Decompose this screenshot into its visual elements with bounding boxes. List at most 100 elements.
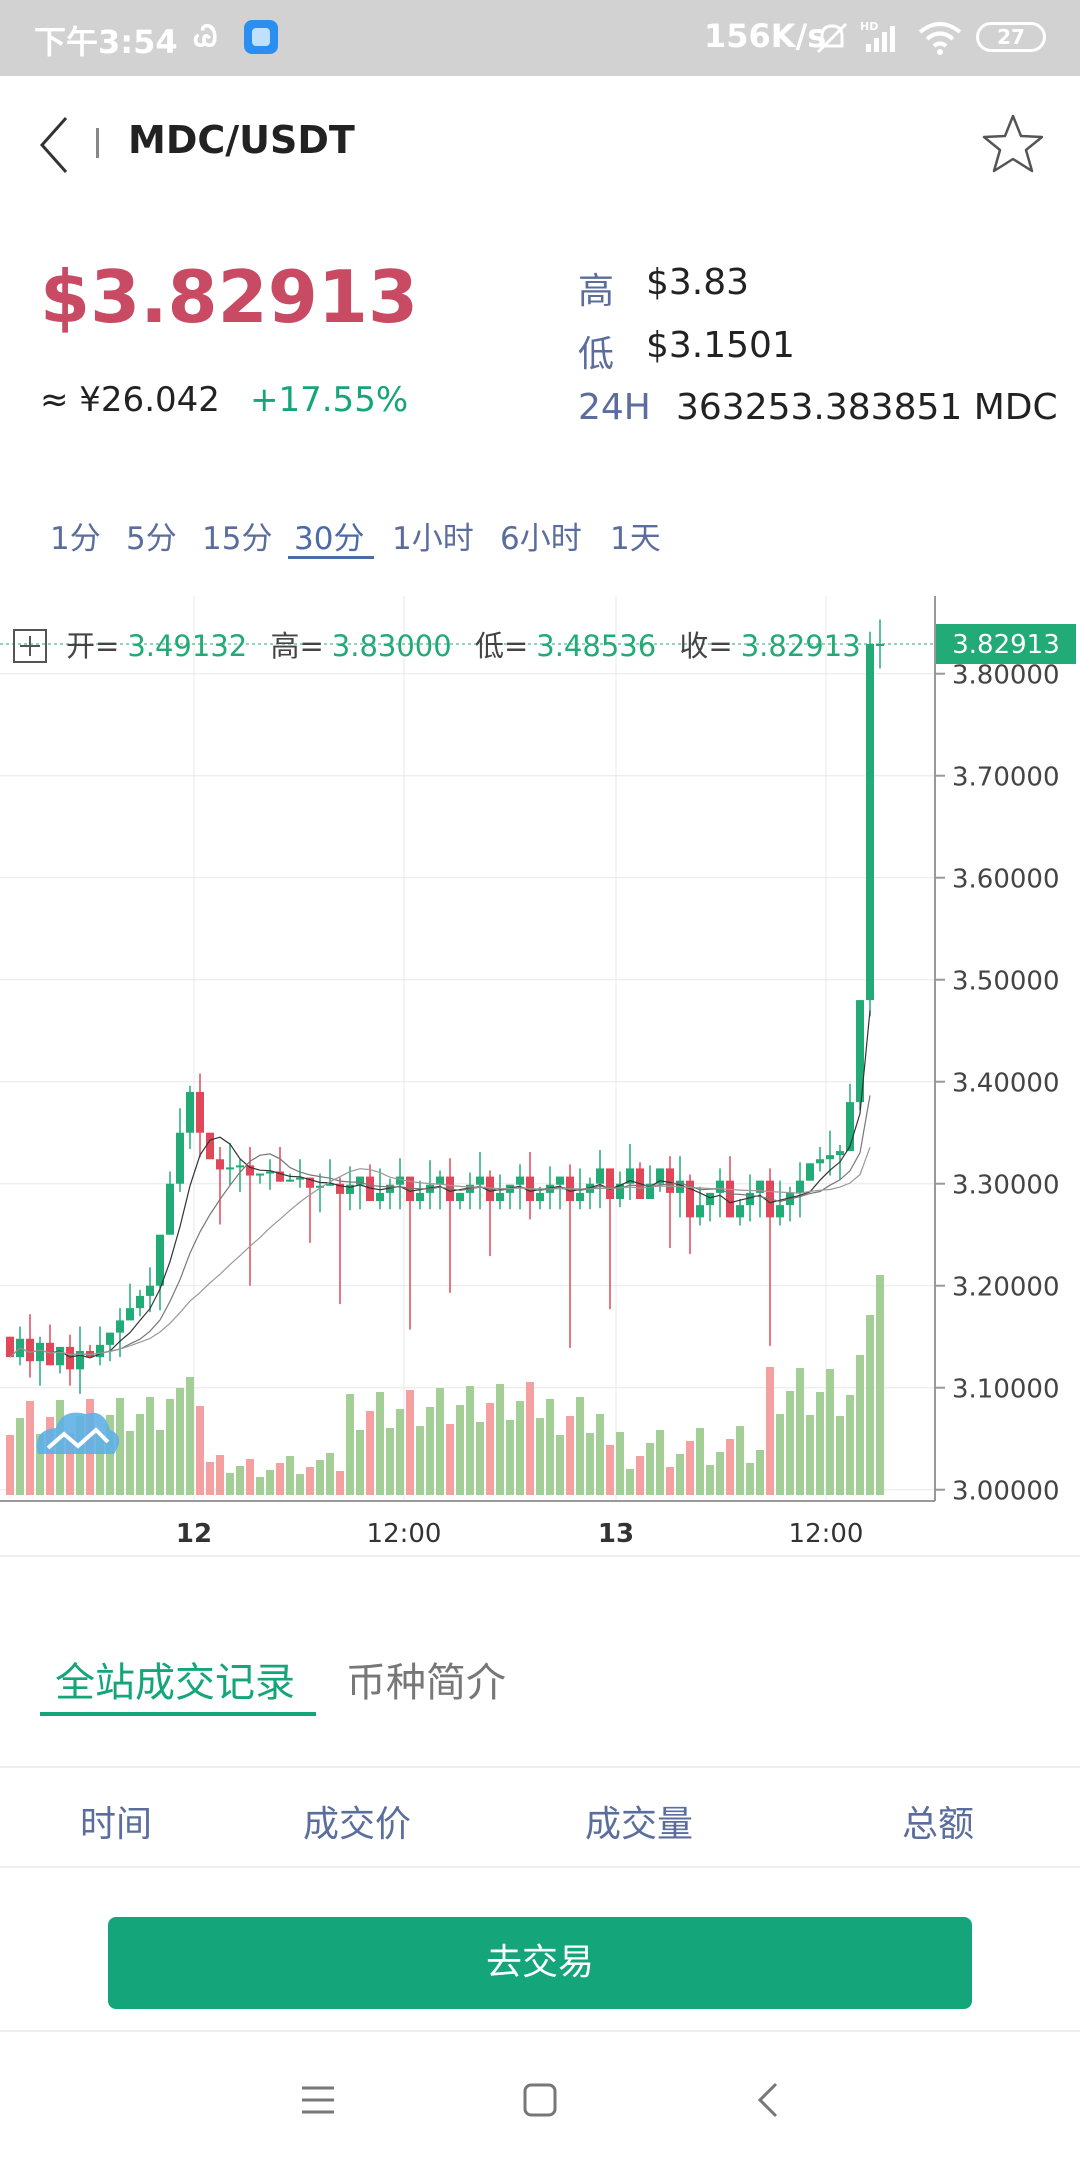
volume-bar <box>616 1432 624 1495</box>
candle-body <box>376 1192 384 1202</box>
candle-body <box>126 1308 134 1321</box>
price-axis: 3.80000 3.70000 3.60000 3.50000 3.40000 3.300… <box>935 661 1060 1507</box>
candle-body <box>556 1176 564 1185</box>
interval-tab-underline <box>288 556 374 559</box>
volume-bar <box>106 1415 114 1495</box>
interval-tab-5m[interactable]: 5分 <box>126 521 177 557</box>
candle-body <box>276 1171 284 1182</box>
time-tick-label: 12:00 <box>367 1519 442 1549</box>
volume-bar <box>426 1407 434 1495</box>
candle-body <box>846 1102 854 1152</box>
high-label: 高 <box>578 271 615 312</box>
candle-body <box>716 1180 724 1193</box>
volume-bar <box>626 1469 634 1495</box>
interval-tab-1d[interactable]: 1天 <box>610 521 661 557</box>
volume-bar <box>796 1368 804 1495</box>
volume-bar <box>736 1426 744 1495</box>
candle-body <box>756 1180 764 1193</box>
ma-line <box>9 1010 871 1359</box>
interval-tab-6h[interactable]: 6小时 <box>500 521 582 557</box>
volume-bar <box>36 1434 44 1495</box>
divider <box>0 2030 1080 2032</box>
volume-bar <box>286 1456 294 1495</box>
candle-body <box>106 1332 114 1345</box>
divider <box>0 1866 1080 1868</box>
back-button[interactable] <box>30 110 80 180</box>
volume-bar <box>466 1386 474 1495</box>
time-tick-label: 12 <box>176 1519 212 1549</box>
tab-coin-intro[interactable]: 币种简介 <box>346 1660 506 1706</box>
volume-bar <box>356 1430 364 1495</box>
volume-value: 363253.383851 MDC <box>676 387 1058 428</box>
volume-bar <box>96 1432 104 1495</box>
volume-bar <box>326 1453 334 1495</box>
volume-bar <box>516 1401 524 1495</box>
candle-body <box>616 1183 624 1200</box>
volume-bar <box>696 1428 704 1495</box>
interval-tab-15m[interactable]: 15分 <box>202 521 273 557</box>
ohlc-legend: 开= 3.49132 高= 3.83000 低= 3.48536 收= 3.82913 <box>66 629 861 663</box>
last-price-tag-text: 3.82913 <box>952 630 1060 660</box>
candle-body <box>186 1091 194 1133</box>
volume-bar <box>486 1403 494 1495</box>
home-icon[interactable] <box>510 2070 570 2130</box>
interval-tab-30m[interactable]: 30分 <box>294 521 365 557</box>
candle-body <box>216 1159 224 1170</box>
candle-body <box>456 1192 464 1202</box>
crosshair-toggle-icon[interactable] <box>13 629 47 663</box>
interval-tab-1m[interactable]: 1分 <box>50 521 101 557</box>
volume-bar <box>216 1455 224 1495</box>
last-price: $3.82913 <box>40 255 419 339</box>
candle-body <box>136 1295 144 1309</box>
volume-bar <box>706 1465 714 1495</box>
candle-body <box>196 1091 204 1133</box>
volume-bar <box>146 1397 154 1495</box>
candle-body <box>206 1132 214 1160</box>
volume-bar <box>116 1398 124 1495</box>
volume-bar <box>366 1411 374 1495</box>
time-tick-label: 13 <box>598 1519 634 1549</box>
signal-icon: HD <box>860 20 895 52</box>
candle-body <box>666 1168 674 1193</box>
volume-bar <box>606 1445 614 1495</box>
candle-body <box>326 1183 334 1186</box>
status-app-icon: Ꮚ <box>194 20 218 53</box>
interval-tab-1h[interactable]: 1小时 <box>392 521 474 557</box>
price-tick-label: 3.10000 <box>952 1375 1060 1405</box>
candle-body <box>336 1183 344 1194</box>
candle-body <box>746 1192 754 1206</box>
back-nav-icon[interactable] <box>738 2070 798 2130</box>
candle-body <box>646 1183 654 1200</box>
price-tick-label: 3.40000 <box>952 1069 1060 1099</box>
volume-bar <box>456 1405 464 1495</box>
volume-bars <box>6 1275 884 1495</box>
app-notification-icon <box>244 20 278 54</box>
volume-bar <box>196 1406 204 1495</box>
go-trade-button[interactable]: 去交易 <box>108 1917 972 2009</box>
volume-bar <box>386 1428 394 1495</box>
volume-bar <box>226 1473 234 1495</box>
candle-body <box>496 1192 504 1202</box>
candle-body <box>246 1165 254 1176</box>
volume-bar <box>726 1439 734 1495</box>
tab-trade-history[interactable]: 全站成交记录 <box>55 1660 295 1706</box>
volume-bar <box>166 1399 174 1495</box>
volume-bar <box>686 1441 694 1495</box>
volume-bar <box>786 1391 794 1495</box>
candle-body <box>596 1168 604 1184</box>
kline-chart[interactable]: 3.80000 3.70000 3.60000 3.50000 3.40000 3.300… <box>0 596 1080 1566</box>
price-cny: ≈ ¥26.042 <box>40 380 220 420</box>
candle-body <box>156 1234 164 1286</box>
header-divider <box>96 128 99 158</box>
divider <box>0 1555 1080 1557</box>
time-tick-label: 12:00 <box>789 1519 864 1549</box>
menu-icon[interactable] <box>288 2070 348 2130</box>
volume-bar <box>746 1463 754 1495</box>
page-title: MDC/USDT <box>128 118 355 162</box>
favorite-star-icon[interactable] <box>978 110 1048 180</box>
volume-bar <box>586 1433 594 1495</box>
volume-bar <box>716 1452 724 1495</box>
volume-bar <box>636 1456 644 1495</box>
candle-body <box>576 1192 584 1202</box>
volume-bar <box>676 1454 684 1495</box>
